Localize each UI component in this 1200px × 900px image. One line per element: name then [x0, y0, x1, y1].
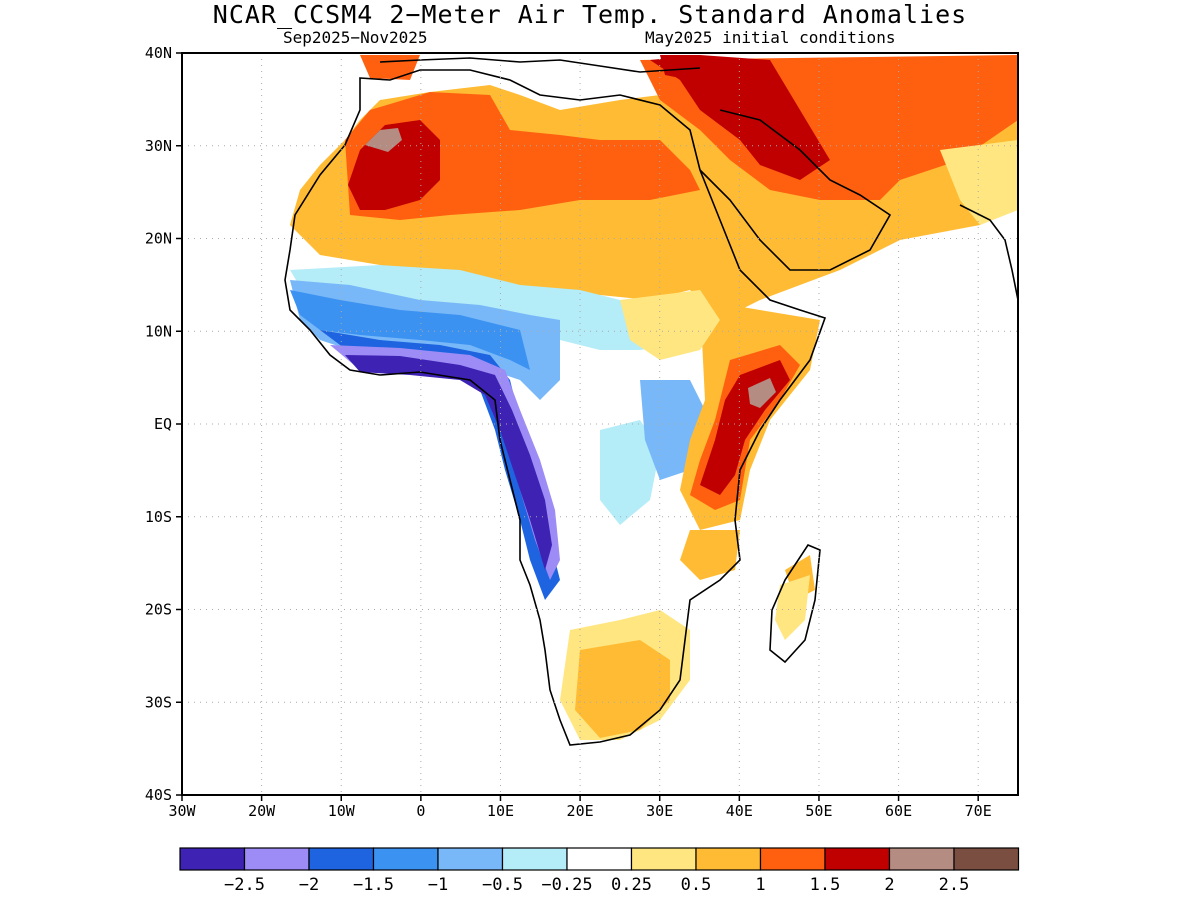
- lat-tick-label: 10N: [145, 322, 172, 340]
- colorbar-swatch: [888, 847, 955, 871]
- colorbar-label: −1: [428, 875, 448, 895]
- lon-tick-label: 70E: [965, 802, 992, 820]
- graticule: [182, 53, 1018, 795]
- lon-tick-label: 50E: [805, 802, 832, 820]
- lon-tick-label: 60E: [885, 802, 912, 820]
- lon-tick-label: 30W: [168, 802, 196, 820]
- colorbar-swatch: [308, 847, 375, 871]
- coastline-arabia: [699, 109, 892, 271]
- lon-tick-label: 20W: [248, 802, 276, 820]
- lat-tick-label: 20S: [145, 601, 172, 619]
- anomaly-region-north-med-red: [660, 55, 700, 80]
- colorbar-swatch: [501, 847, 568, 871]
- anomaly-region-congo-lightblue: [600, 420, 660, 525]
- colorbar-label: −0.5: [482, 875, 523, 895]
- lat-tick-label: 20N: [145, 230, 172, 248]
- anomaly-region-guinea-medblue: [290, 290, 530, 370]
- lat-tick-label: 40S: [145, 786, 172, 804]
- colorbar-label: 2.5: [939, 875, 970, 895]
- coastlines: [284, 57, 1018, 746]
- anomaly-region-india-light: [940, 140, 1018, 225]
- colorbar-label: 2: [884, 875, 894, 895]
- colorbar-swatch: [566, 847, 633, 871]
- chart-title: NCAR_CCSM4 2−Meter Air Temp. Standard An…: [212, 0, 968, 29]
- colorbar-swatch: [372, 847, 439, 871]
- lat-tick-label: 30S: [145, 693, 172, 711]
- colorbar-swatch: [824, 847, 891, 871]
- chart-subtitle-init: May2025 initial conditions: [645, 28, 896, 47]
- colorbar-swatch: [695, 847, 762, 871]
- coastline-africa: [284, 69, 827, 746]
- anomaly-region-madagascar-light: [775, 575, 810, 640]
- anomaly-region-south-warm: [575, 640, 670, 738]
- anomaly-region-mideast-red: [650, 55, 830, 180]
- coastline-europe: [379, 57, 701, 73]
- anomaly-region-ethiopia-light: [620, 290, 720, 360]
- colorbar-label: 0.5: [681, 875, 712, 895]
- colorbar-label: −0.25: [541, 875, 592, 895]
- lat-tick-label: 30N: [145, 137, 172, 155]
- colorbar: −2.5 −2 −1.5 −1 −0.5 −0.25 0.25 0.5 1 1.5 2 2.5: [179, 847, 1020, 895]
- coastline-india: [959, 204, 1018, 301]
- colorbar-label: 1: [755, 875, 765, 895]
- colorbar-label: 1.5: [810, 875, 841, 895]
- anomaly-region-coast-indigo: [345, 355, 552, 570]
- lon-tick-label: 40E: [726, 802, 753, 820]
- lon-tick-label: 10W: [328, 802, 356, 820]
- lon-tick-label: 10E: [487, 802, 514, 820]
- lat-tick-label: EQ: [154, 415, 172, 433]
- colorbar-label: −2: [299, 875, 319, 895]
- anomaly-region-mozambique-warm: [680, 530, 740, 580]
- lat-tick-label: 40N: [145, 44, 172, 62]
- colorbar-label: −1.5: [353, 875, 394, 895]
- colorbar-swatch: [243, 847, 310, 871]
- colorbar-swatch: [437, 847, 504, 871]
- anomaly-region-sahara-orange: [345, 92, 700, 220]
- lon-tick-label: 0: [416, 802, 425, 820]
- chart-subtitle-period: Sep2025−Nov2025: [283, 28, 428, 47]
- anomaly-region-somalia-max: [748, 378, 776, 408]
- anomaly-fields: [290, 55, 1018, 740]
- colorbar-swatch: [759, 847, 826, 871]
- lon-tick-label: 20E: [567, 802, 594, 820]
- colorbar-label: 0.25: [611, 875, 652, 895]
- lat-tick-label: 10S: [145, 508, 172, 526]
- lon-tick-label: 30E: [646, 802, 673, 820]
- colorbar-label: −2.5: [224, 875, 265, 895]
- colorbar-swatch: [179, 847, 246, 871]
- colorbar-swatch: [630, 847, 697, 871]
- colorbar-swatch: [953, 847, 1020, 871]
- coastline-madagascar: [769, 544, 821, 664]
